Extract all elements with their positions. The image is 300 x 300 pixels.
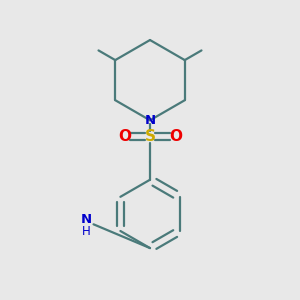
Text: N: N <box>81 213 92 226</box>
Text: S: S <box>145 129 155 144</box>
Text: O: O <box>169 129 182 144</box>
Text: O: O <box>118 129 131 144</box>
Text: H: H <box>82 225 91 238</box>
Text: N: N <box>144 114 156 127</box>
